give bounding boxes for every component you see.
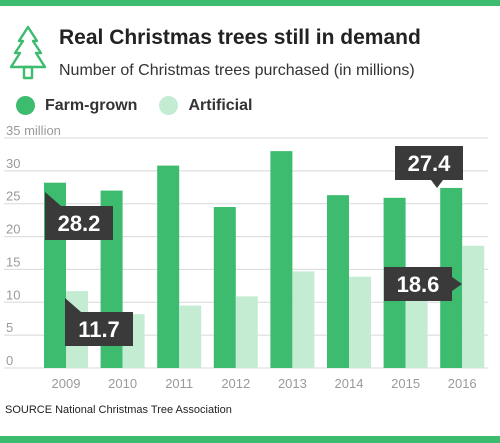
y-tick-label: 25 bbox=[6, 189, 20, 204]
x-tick-label: 2013 bbox=[278, 376, 307, 391]
data-label-farm-2016: 27.4 bbox=[408, 151, 452, 176]
bar-farm-grown-2014 bbox=[327, 195, 349, 368]
x-tick-label: 2016 bbox=[448, 376, 477, 391]
y-tick-label: 30 bbox=[6, 156, 20, 171]
chart-title: Real Christmas trees still in demand bbox=[59, 26, 421, 49]
legend-swatch-farm-grown bbox=[16, 96, 35, 115]
data-label-farm-2009: 28.2 bbox=[58, 211, 101, 236]
data-label-farm-2016-box bbox=[395, 146, 463, 180]
legend-swatch-artificial bbox=[159, 96, 179, 115]
bar-farm-grown-2013 bbox=[270, 151, 293, 368]
data-label-farm-2009-pointer bbox=[45, 192, 61, 206]
source-note: SOURCE National Christmas Tree Associati… bbox=[5, 404, 232, 416]
bar-farm-grown-2011 bbox=[157, 165, 180, 368]
data-label-farm-2016-pointer bbox=[431, 180, 443, 188]
chart-subtitle: Number of Christmas trees purchased (in … bbox=[59, 62, 415, 79]
bar-chart: 0 5 10 15 20 25 30 35 million 2009 2010 2011 2012 20… bbox=[4, 124, 488, 391]
bar-artificial-2016 bbox=[462, 245, 485, 368]
data-label-artificial-2009-pointer bbox=[65, 298, 81, 312]
x-tick-label: 2009 bbox=[52, 376, 81, 391]
legend-item-farm-grown: Farm-grown bbox=[16, 96, 137, 115]
data-label-artificial-2016-pointer bbox=[452, 277, 462, 291]
bar-farm-grown-2012 bbox=[213, 207, 236, 368]
legend: Farm-grown Artificial bbox=[16, 96, 274, 115]
x-tick-label: 2014 bbox=[335, 376, 364, 391]
y-tick-label: 35 million bbox=[6, 124, 61, 138]
legend-item-artificial: Artificial bbox=[159, 96, 252, 115]
x-tick-label: 2011 bbox=[165, 376, 193, 391]
y-tick-label: 10 bbox=[6, 287, 20, 302]
y-tick-label: 0 bbox=[6, 353, 13, 368]
y-tick-label: 15 bbox=[6, 254, 20, 269]
bar-artificial-2011 bbox=[179, 305, 202, 368]
bar-artificial-2014 bbox=[349, 276, 371, 368]
data-label-artificial-2016: 18.6 bbox=[397, 272, 440, 297]
christmas-tree-icon bbox=[9, 25, 47, 80]
y-tick-label: 20 bbox=[6, 222, 20, 237]
x-tick-label: 2010 bbox=[108, 376, 137, 391]
bar-artificial-2015 bbox=[405, 285, 428, 368]
bar-artificial-2012 bbox=[235, 296, 258, 368]
x-tick-label: 2012 bbox=[221, 376, 250, 391]
bar-artificial-2013 bbox=[292, 271, 315, 368]
bottom-accent-bar bbox=[0, 436, 500, 443]
y-tick-label: 5 bbox=[6, 320, 13, 335]
data-label-artificial-2009: 11.7 bbox=[78, 317, 120, 342]
x-tick-label: 2015 bbox=[391, 376, 420, 391]
data-label-artificial-2009-box bbox=[65, 312, 133, 346]
legend-label-artificial: Artificial bbox=[188, 96, 253, 114]
legend-label-farm-grown: Farm-grown bbox=[45, 96, 138, 114]
data-label-farm-2009-box bbox=[45, 206, 113, 240]
top-accent-bar bbox=[0, 0, 500, 6]
data-label-artificial-2016-box bbox=[384, 267, 452, 301]
